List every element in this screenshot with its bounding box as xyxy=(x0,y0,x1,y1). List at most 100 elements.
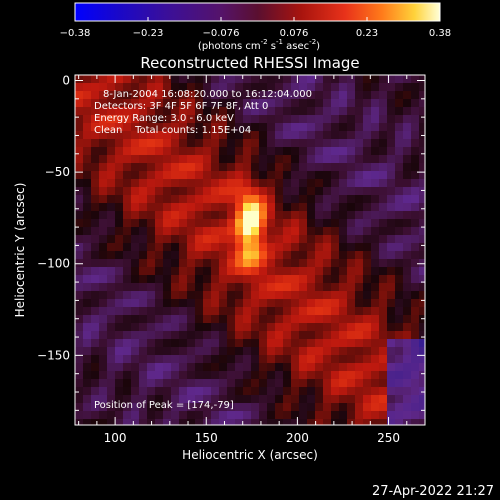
heatmap-cell xyxy=(99,299,107,307)
heatmap-cell xyxy=(155,243,163,251)
heatmap-cell xyxy=(331,387,339,395)
heatmap-cell xyxy=(147,123,155,131)
heatmap-cell xyxy=(195,251,203,259)
heatmap-cell xyxy=(99,387,107,395)
heatmap-cell xyxy=(275,171,283,179)
heatmap-cell xyxy=(315,235,323,243)
heatmap-cell xyxy=(211,379,219,387)
heatmap-cell xyxy=(259,307,267,315)
heatmap-cell xyxy=(299,259,307,267)
heatmap-cell xyxy=(219,299,227,307)
heatmap-cell xyxy=(147,187,155,195)
heatmap-cell xyxy=(339,163,347,171)
heatmap-cell xyxy=(179,355,187,363)
heatmap-cell xyxy=(131,379,139,387)
heatmap-cell xyxy=(259,395,267,403)
heatmap-cell xyxy=(315,395,323,403)
heatmap-cell xyxy=(187,355,195,363)
heatmap-cell xyxy=(75,91,83,99)
heatmap-cell xyxy=(331,299,339,307)
heatmap-cell xyxy=(339,339,347,347)
heatmap-cell xyxy=(155,115,163,123)
heatmap-cell xyxy=(203,99,211,107)
heatmap-cell xyxy=(131,315,139,323)
x-tick-label: 100 xyxy=(104,431,127,445)
heatmap-cell xyxy=(211,243,219,251)
heatmap-cell xyxy=(387,83,395,91)
heatmap-cell xyxy=(331,307,339,315)
heatmap-cell xyxy=(147,275,155,283)
heatmap-cell xyxy=(331,147,339,155)
heatmap-cell xyxy=(347,243,355,251)
heatmap-cell xyxy=(331,235,339,243)
heatmap-cell xyxy=(419,371,425,379)
heatmap-cell xyxy=(283,307,291,315)
heatmap-cell xyxy=(99,339,107,347)
heatmap-cell xyxy=(259,83,267,91)
heatmap-cell xyxy=(371,227,379,235)
heatmap-cell xyxy=(283,99,291,107)
heatmap-cell xyxy=(219,107,227,115)
heatmap-cell xyxy=(99,107,107,115)
heatmap-cell xyxy=(219,371,227,379)
heatmap-cell xyxy=(83,147,91,155)
heatmap-cell xyxy=(331,283,339,291)
heatmap-cell xyxy=(299,83,307,91)
heatmap-cell xyxy=(91,107,99,115)
heatmap-cell xyxy=(251,283,259,291)
heatmap-cell xyxy=(139,131,147,139)
heatmap-cell xyxy=(403,139,411,147)
heatmap-cell xyxy=(323,115,331,123)
heatmap-cell xyxy=(187,123,195,131)
heatmap-cell xyxy=(339,403,347,411)
heatmap-cell xyxy=(323,339,331,347)
heatmap-cell xyxy=(227,331,235,339)
heatmap-cell xyxy=(267,163,275,171)
heatmap-cell xyxy=(355,139,363,147)
heatmap-cell xyxy=(123,419,131,425)
heatmap-cell xyxy=(403,251,411,259)
heatmap-cell xyxy=(411,115,419,123)
heatmap-cell xyxy=(115,315,123,323)
heatmap-cell xyxy=(419,363,425,371)
heatmap-cell xyxy=(195,115,203,123)
heatmap-cell xyxy=(139,235,147,243)
heatmap-cell xyxy=(115,75,123,83)
heatmap-cell xyxy=(219,411,227,419)
heatmap-cell xyxy=(91,75,99,83)
heatmap-cell xyxy=(115,267,123,275)
heatmap-cell xyxy=(259,291,267,299)
heatmap-cell xyxy=(307,211,315,219)
heatmap-cell xyxy=(259,371,267,379)
heatmap-cell xyxy=(267,275,275,283)
heatmap-cell xyxy=(259,403,267,411)
heatmap-cell xyxy=(187,139,195,147)
heatmap-cell xyxy=(315,131,323,139)
heatmap-cell xyxy=(339,211,347,219)
heatmap-cell xyxy=(195,107,203,115)
heatmap-cell xyxy=(147,227,155,235)
heatmap-cell xyxy=(203,91,211,99)
heatmap-cell xyxy=(91,275,99,283)
heatmap-cell xyxy=(307,267,315,275)
heatmap-cell xyxy=(155,363,163,371)
heatmap-cell xyxy=(195,179,203,187)
heatmap-cell xyxy=(355,195,363,203)
heatmap-cell xyxy=(99,363,107,371)
heatmap-cell xyxy=(267,187,275,195)
heatmap-cell xyxy=(163,219,171,227)
heatmap-cell xyxy=(355,315,363,323)
heatmap-cell xyxy=(371,195,379,203)
heatmap-cell xyxy=(347,403,355,411)
heatmap-cell xyxy=(155,291,163,299)
heatmap-cell xyxy=(291,395,299,403)
heatmap-cell xyxy=(155,387,163,395)
heatmap-cell xyxy=(195,355,203,363)
heatmap-cell xyxy=(283,75,291,83)
heatmap-cell xyxy=(403,403,411,411)
heatmap-cell xyxy=(123,371,131,379)
heatmap-cell xyxy=(323,371,331,379)
heatmap-cell xyxy=(347,187,355,195)
heatmap-cell xyxy=(267,243,275,251)
heatmap-cell xyxy=(291,379,299,387)
